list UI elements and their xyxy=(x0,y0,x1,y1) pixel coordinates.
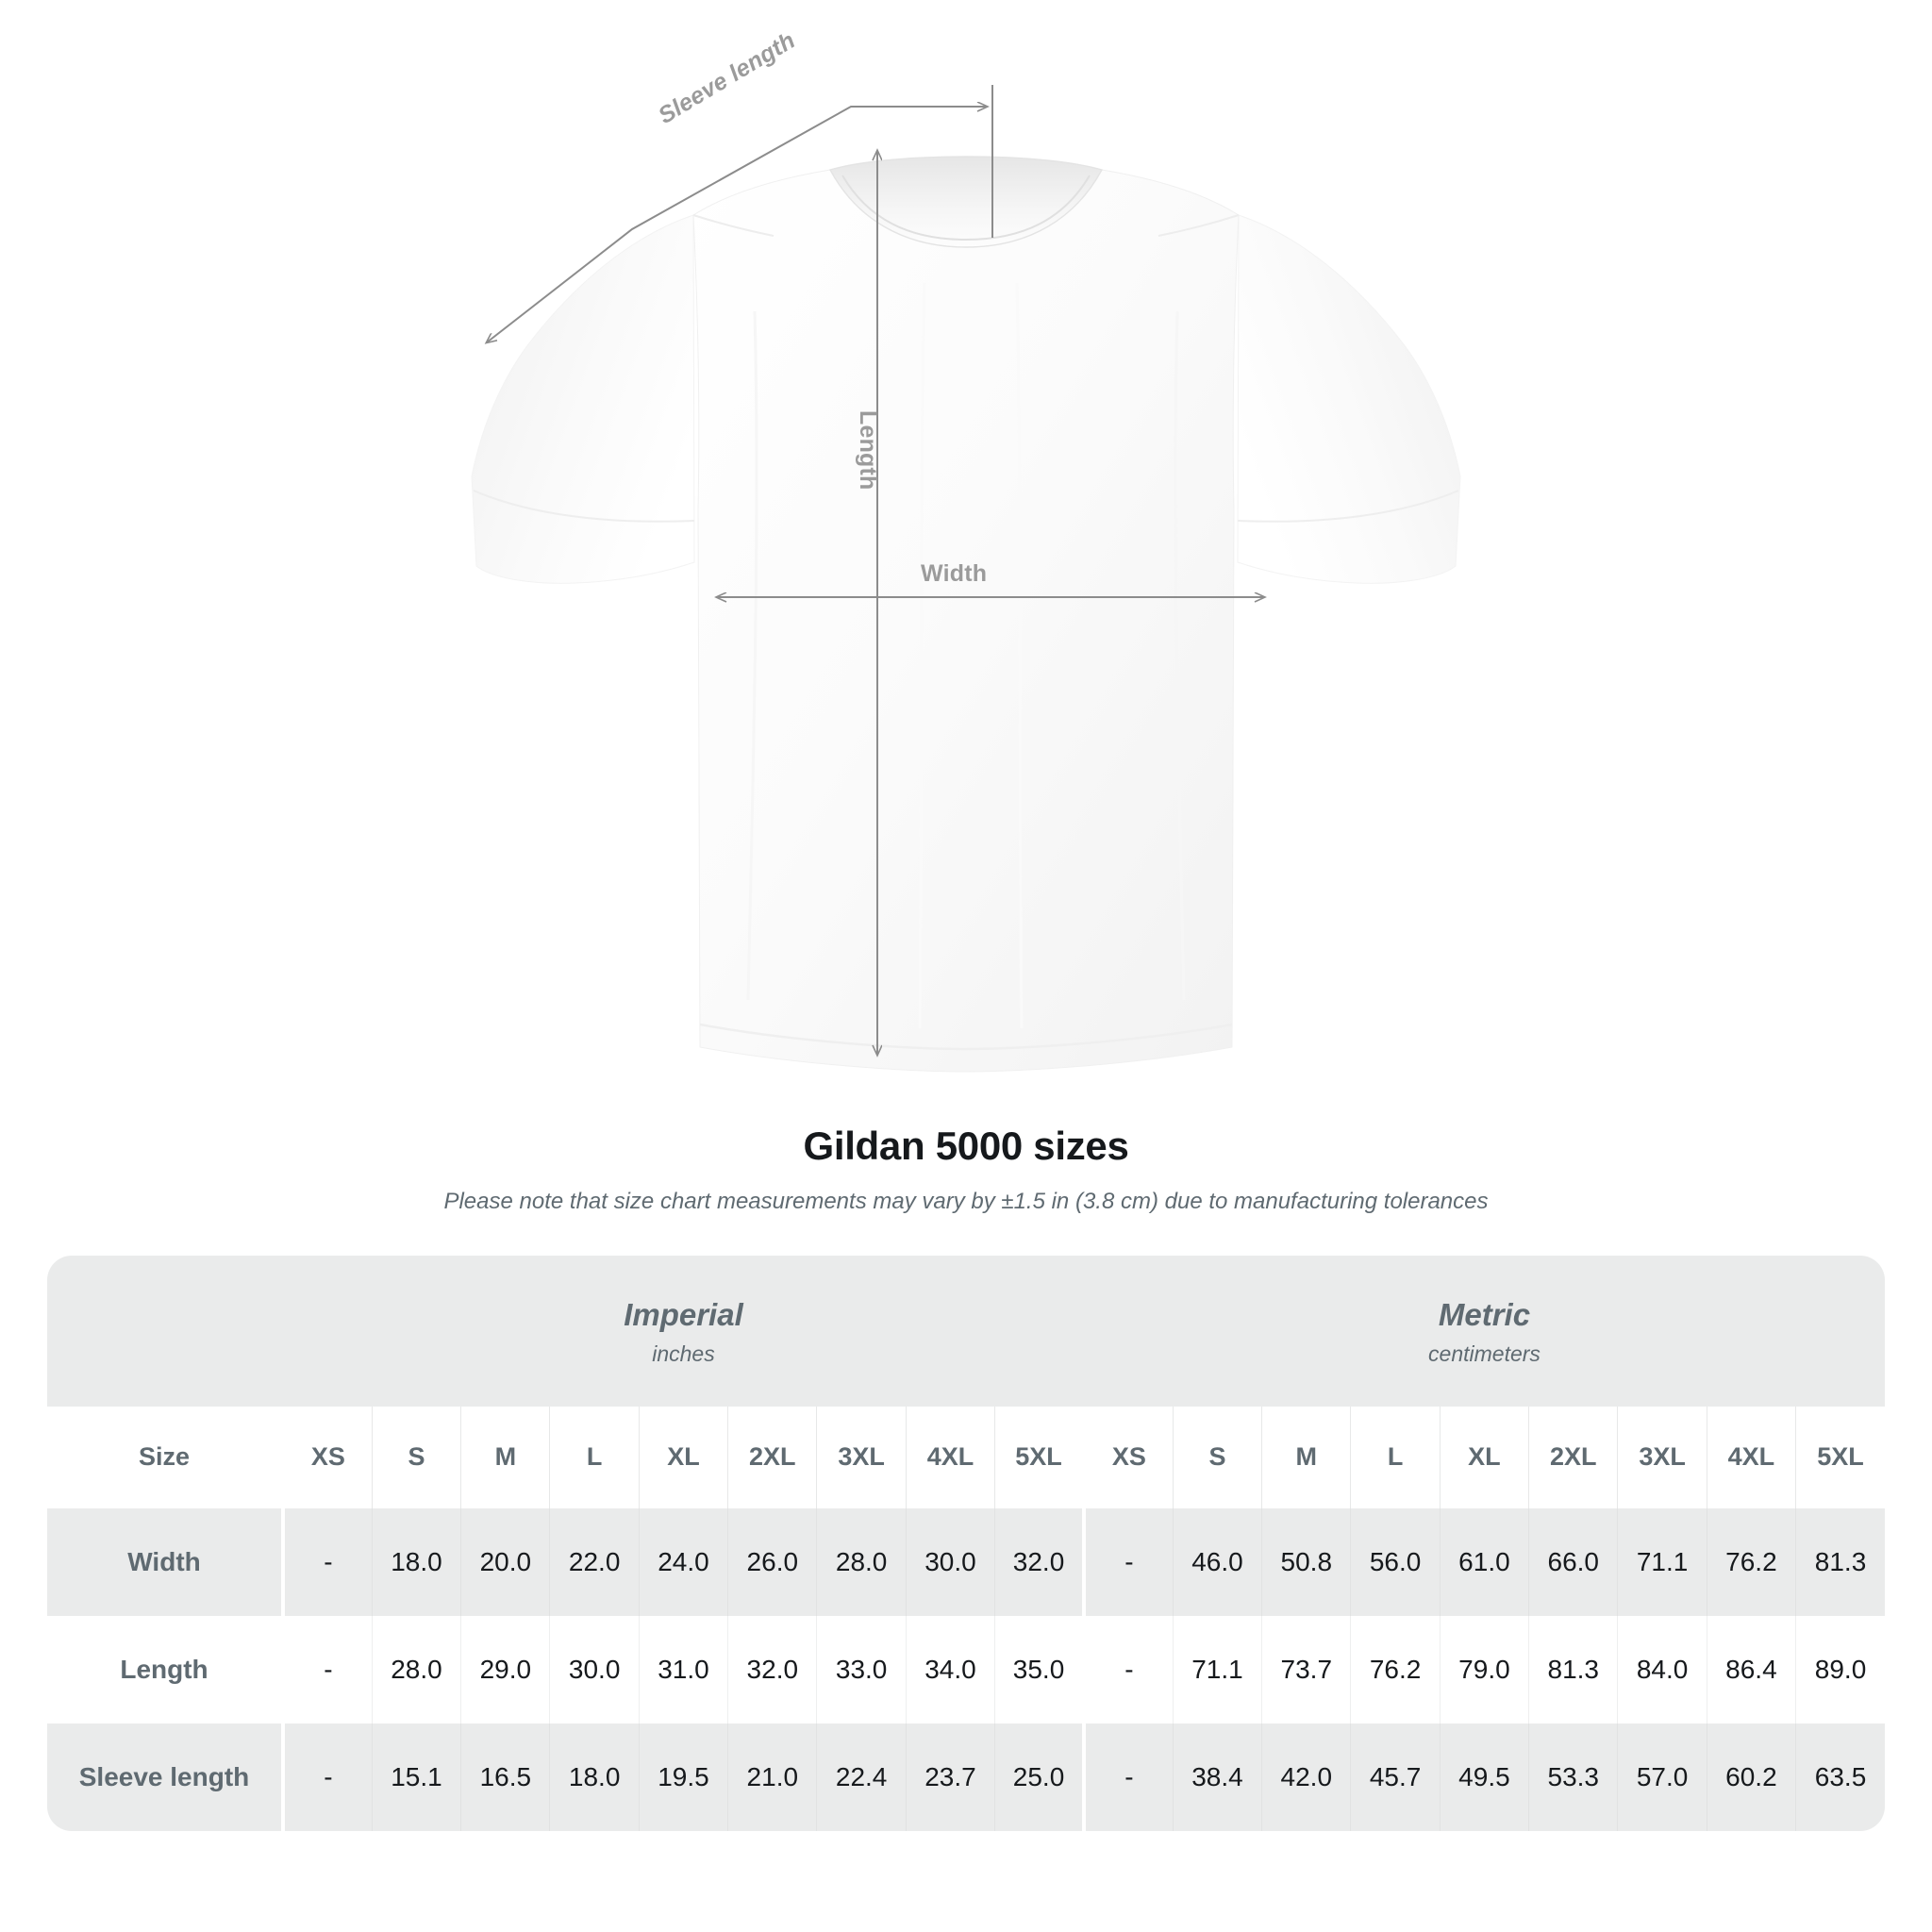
size-header-metric-s: S xyxy=(1172,1406,1262,1508)
cell-length-imperial-m: 29.0 xyxy=(460,1615,550,1724)
cell-length-metric-l: 76.2 xyxy=(1350,1615,1441,1724)
unit-group-sub: inches xyxy=(652,1341,715,1367)
size-header-metric-5xl: 5XL xyxy=(1795,1406,1885,1508)
cell-width-metric-5xl: 81.3 xyxy=(1795,1507,1885,1616)
row-header-length: Length xyxy=(47,1615,283,1724)
table-row: Length -28.0 29.0 30.0 31.0 32.0 33.0 34.0 35.0-… xyxy=(47,1615,1885,1724)
unit-group-sub: centimeters xyxy=(1428,1341,1541,1367)
page-subtitle: Please note that size chart measurements… xyxy=(443,1189,1489,1215)
size-header-row: Size XS S M L XL 2XL 3XL 4XL 5XL XS S M L XL 2XL 3XL 4XL 5… xyxy=(47,1406,1885,1508)
title-block: Gildan 5000 sizes Please note that size … xyxy=(0,1124,1932,1216)
cell-width-metric-m: 50.8 xyxy=(1261,1507,1351,1616)
cell-width-metric-4xl: 76.2 xyxy=(1706,1507,1796,1616)
size-header-metric-2xl: 2XL xyxy=(1528,1406,1618,1508)
cell-length-metric-xl: 79.0 xyxy=(1439,1615,1529,1724)
size-header-imperial-xl: XL xyxy=(638,1406,728,1508)
cell-sleeve-length-metric-2xl: 53.3 xyxy=(1528,1723,1618,1831)
cell-sleeve-length-imperial-m: 16.5 xyxy=(460,1723,550,1831)
unit-group-row: Imperial inches Metric centimeters xyxy=(47,1255,1885,1407)
unit-group-imperial: Imperial inches xyxy=(283,1255,1084,1407)
cell-length-imperial-xs: - xyxy=(280,1615,373,1724)
unit-row-spacer xyxy=(47,1255,283,1407)
cell-length-imperial-xl: 31.0 xyxy=(638,1615,728,1724)
cell-width-imperial-xs: - xyxy=(280,1507,373,1616)
size-header-imperial-l: L xyxy=(549,1406,640,1508)
cell-sleeve-length-metric-3xl: 57.0 xyxy=(1617,1723,1707,1831)
cell-sleeve-length-imperial-5xl: 25.0 xyxy=(994,1723,1084,1831)
cell-sleeve-length-metric-l: 45.7 xyxy=(1350,1723,1441,1831)
cell-length-imperial-2xl: 32.0 xyxy=(727,1615,817,1724)
cell-width-metric-xl: 61.0 xyxy=(1439,1507,1529,1616)
cell-length-imperial-l: 30.0 xyxy=(549,1615,640,1724)
cell-sleeve-length-metric-xs: - xyxy=(1081,1723,1174,1831)
cell-sleeve-length-metric-xl: 49.5 xyxy=(1439,1723,1529,1831)
cell-length-metric-4xl: 86.4 xyxy=(1706,1615,1796,1724)
cell-width-imperial-2xl: 26.0 xyxy=(727,1507,817,1616)
cell-length-imperial-4xl: 34.0 xyxy=(905,1615,995,1724)
size-header-imperial-3xl: 3XL xyxy=(816,1406,907,1508)
unit-group-name: Imperial xyxy=(624,1296,743,1332)
cell-sleeve-length-imperial-l: 18.0 xyxy=(549,1723,640,1831)
cell-sleeve-length-imperial-3xl: 22.4 xyxy=(816,1723,907,1831)
cell-length-imperial-s: 28.0 xyxy=(371,1615,461,1724)
cell-sleeve-length-metric-s: 38.4 xyxy=(1172,1723,1262,1831)
size-header-imperial-m: M xyxy=(460,1406,550,1508)
cell-sleeve-length-imperial-4xl: 23.7 xyxy=(905,1723,995,1831)
cell-width-imperial-4xl: 30.0 xyxy=(905,1507,995,1616)
cell-sleeve-length-imperial-xl: 19.5 xyxy=(638,1723,728,1831)
cell-length-metric-5xl: 89.0 xyxy=(1795,1615,1885,1724)
page-title: Gildan 5000 sizes xyxy=(803,1124,1129,1168)
cell-width-imperial-xl: 24.0 xyxy=(638,1507,728,1616)
cell-width-imperial-l: 22.0 xyxy=(549,1507,640,1616)
cell-width-imperial-s: 18.0 xyxy=(371,1507,461,1616)
size-header-metric-xl: XL xyxy=(1439,1406,1529,1508)
cell-width-metric-l: 56.0 xyxy=(1350,1507,1441,1616)
cell-width-metric-xs: - xyxy=(1081,1507,1174,1616)
width-label: Width xyxy=(921,560,988,587)
row-header-sleeve-length: Sleeve length xyxy=(47,1723,283,1831)
tshirt-diagram: Sleeve length Length Width xyxy=(471,26,1461,1073)
size-header-metric-m: M xyxy=(1261,1406,1351,1508)
cell-length-metric-s: 71.1 xyxy=(1172,1615,1262,1724)
size-header-imperial-s: S xyxy=(371,1406,461,1508)
cell-length-metric-3xl: 84.0 xyxy=(1617,1615,1707,1724)
size-header-imperial-xs: XS xyxy=(280,1406,373,1508)
cell-sleeve-length-metric-m: 42.0 xyxy=(1261,1723,1351,1831)
cell-width-imperial-3xl: 28.0 xyxy=(816,1507,907,1616)
cell-length-imperial-5xl: 35.0 xyxy=(994,1615,1084,1724)
cell-sleeve-length-metric-5xl: 63.5 xyxy=(1795,1723,1885,1831)
size-chart-table-wrapper: Imperial inches Metric centimeters Size XS S M L… xyxy=(47,1255,1885,1831)
size-header-metric-3xl: 3XL xyxy=(1617,1406,1707,1508)
size-header-metric-xs: XS xyxy=(1081,1406,1174,1508)
cell-length-metric-m: 73.7 xyxy=(1261,1615,1351,1724)
table-row: Sleeve length -15.1 16.5 18.0 19.5 21.0 22.4 23… xyxy=(47,1723,1885,1831)
tshirt-illustration xyxy=(471,85,1461,1073)
unit-group-metric: Metric centimeters xyxy=(1083,1255,1885,1407)
cell-width-metric-2xl: 66.0 xyxy=(1528,1507,1618,1616)
cell-width-metric-s: 46.0 xyxy=(1172,1507,1262,1616)
size-header-imperial-4xl: 4XL xyxy=(905,1406,995,1508)
sleeve-length-dimension xyxy=(487,85,993,342)
unit-group-name: Metric xyxy=(1438,1296,1531,1332)
cell-sleeve-length-metric-4xl: 60.2 xyxy=(1706,1723,1796,1831)
row-header-width: Width xyxy=(47,1507,283,1616)
size-column-header: Size xyxy=(47,1406,283,1508)
size-chart-table: Imperial inches Metric centimeters Size XS S M L… xyxy=(47,1255,1885,1831)
size-header-metric-4xl: 4XL xyxy=(1706,1406,1796,1508)
cell-width-imperial-m: 20.0 xyxy=(460,1507,550,1616)
cell-sleeve-length-imperial-s: 15.1 xyxy=(371,1723,461,1831)
cell-sleeve-length-imperial-xs: - xyxy=(280,1723,373,1831)
size-header-metric-l: L xyxy=(1350,1406,1441,1508)
cell-length-metric-xs: - xyxy=(1081,1615,1174,1724)
cell-length-metric-2xl: 81.3 xyxy=(1528,1615,1618,1724)
cell-width-imperial-5xl: 32.0 xyxy=(994,1507,1084,1616)
length-label: Length xyxy=(855,410,881,491)
cell-sleeve-length-imperial-2xl: 21.0 xyxy=(727,1723,817,1831)
cell-width-metric-3xl: 71.1 xyxy=(1617,1507,1707,1616)
cell-length-imperial-3xl: 33.0 xyxy=(816,1615,907,1724)
table-row: Width -18.0 20.0 22.0 24.0 26.0 28.0 30.0 32.0-4… xyxy=(47,1507,1885,1616)
size-header-imperial-5xl: 5XL xyxy=(994,1406,1084,1508)
size-header-imperial-2xl: 2XL xyxy=(727,1406,817,1508)
